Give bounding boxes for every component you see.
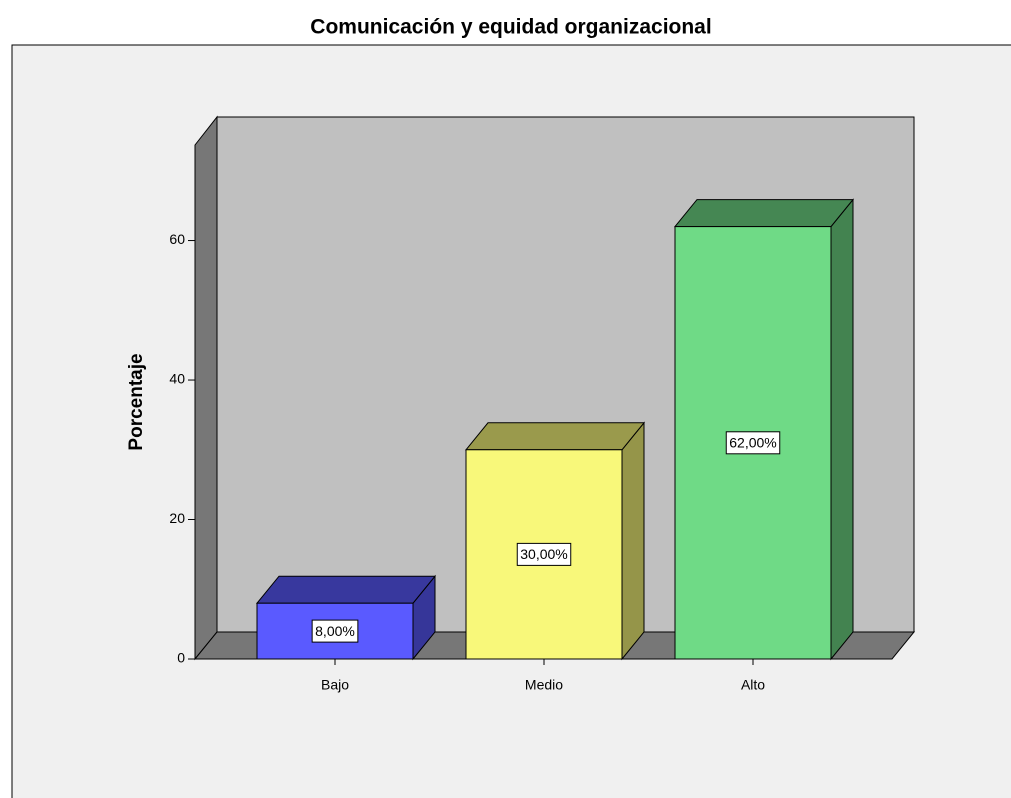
bar-side [830,198,854,661]
y-tick-label: 60 [169,231,185,247]
bar-top [673,199,855,228]
bar-top [255,575,437,604]
side-wall [194,115,218,661]
value-label: 30,00% [520,546,567,562]
x-tick-label: Bajo [321,677,349,693]
chart-title: Comunicación y equidad organizacional [310,16,711,39]
bar-top [464,422,646,451]
value-label: 62,00% [729,435,776,451]
value-label-box [516,542,572,566]
y-tick-label: 0 [177,650,185,666]
x-tick-label: Alto [741,677,765,693]
x-tick-label: Medio [525,677,563,693]
value-label: 8,00% [315,623,355,639]
y-axis-label: Porcentaje [126,353,147,450]
value-label-box [311,619,359,643]
y-tick-label: 20 [169,510,185,526]
bar-side [621,421,645,661]
y-tick-label: 40 [169,371,185,387]
value-label-box [725,431,781,455]
